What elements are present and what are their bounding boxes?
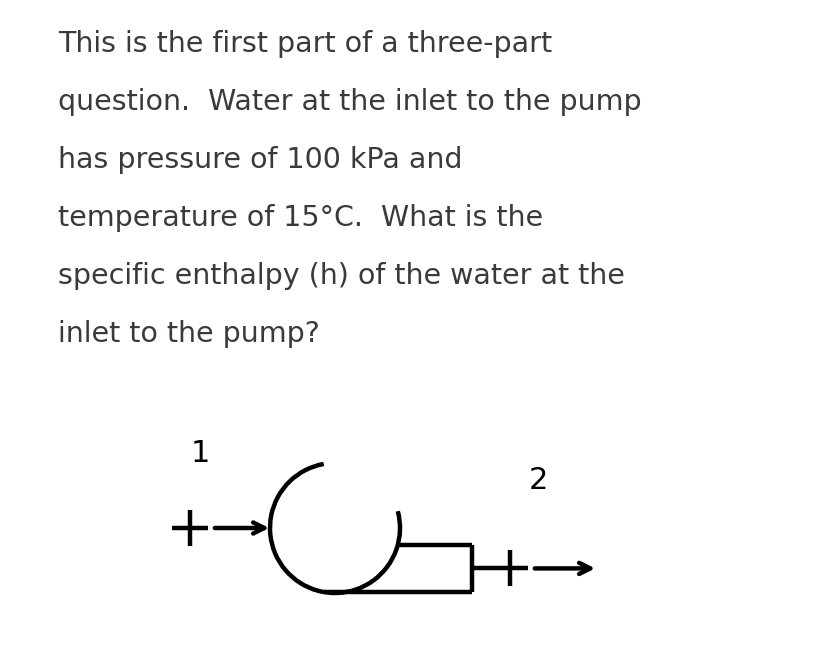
Text: inlet to the pump?: inlet to the pump? — [58, 320, 319, 348]
Text: 2: 2 — [528, 467, 547, 496]
Text: has pressure of 100 kPa and: has pressure of 100 kPa and — [58, 146, 462, 174]
Text: temperature of 15°C.  What is the: temperature of 15°C. What is the — [58, 204, 543, 232]
Text: specific enthalpy (h) of the water at the: specific enthalpy (h) of the water at th… — [58, 262, 624, 290]
Text: 1: 1 — [190, 439, 209, 468]
Text: This is the first part of a three-part: This is the first part of a three-part — [58, 30, 552, 58]
Text: question.  Water at the inlet to the pump: question. Water at the inlet to the pump — [58, 88, 641, 116]
